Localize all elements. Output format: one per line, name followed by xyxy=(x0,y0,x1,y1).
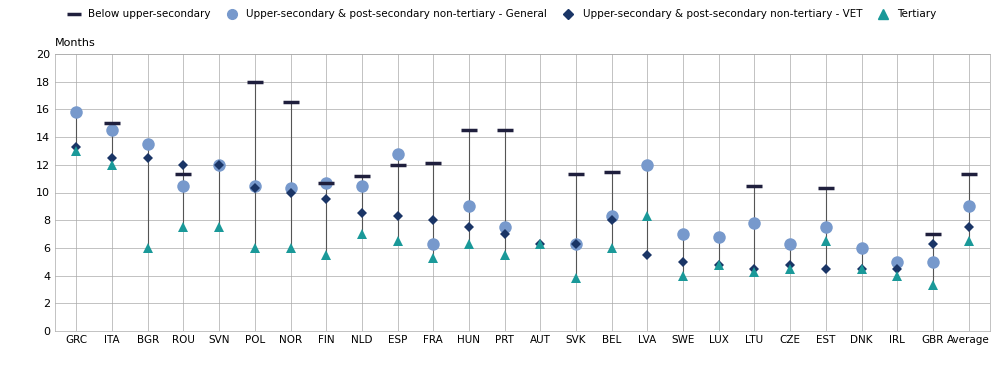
Legend: Below upper-secondary, Upper-secondary & post-secondary non-tertiary - General, : Below upper-secondary, Upper-secondary &… xyxy=(59,5,941,23)
Text: Months: Months xyxy=(55,38,96,49)
